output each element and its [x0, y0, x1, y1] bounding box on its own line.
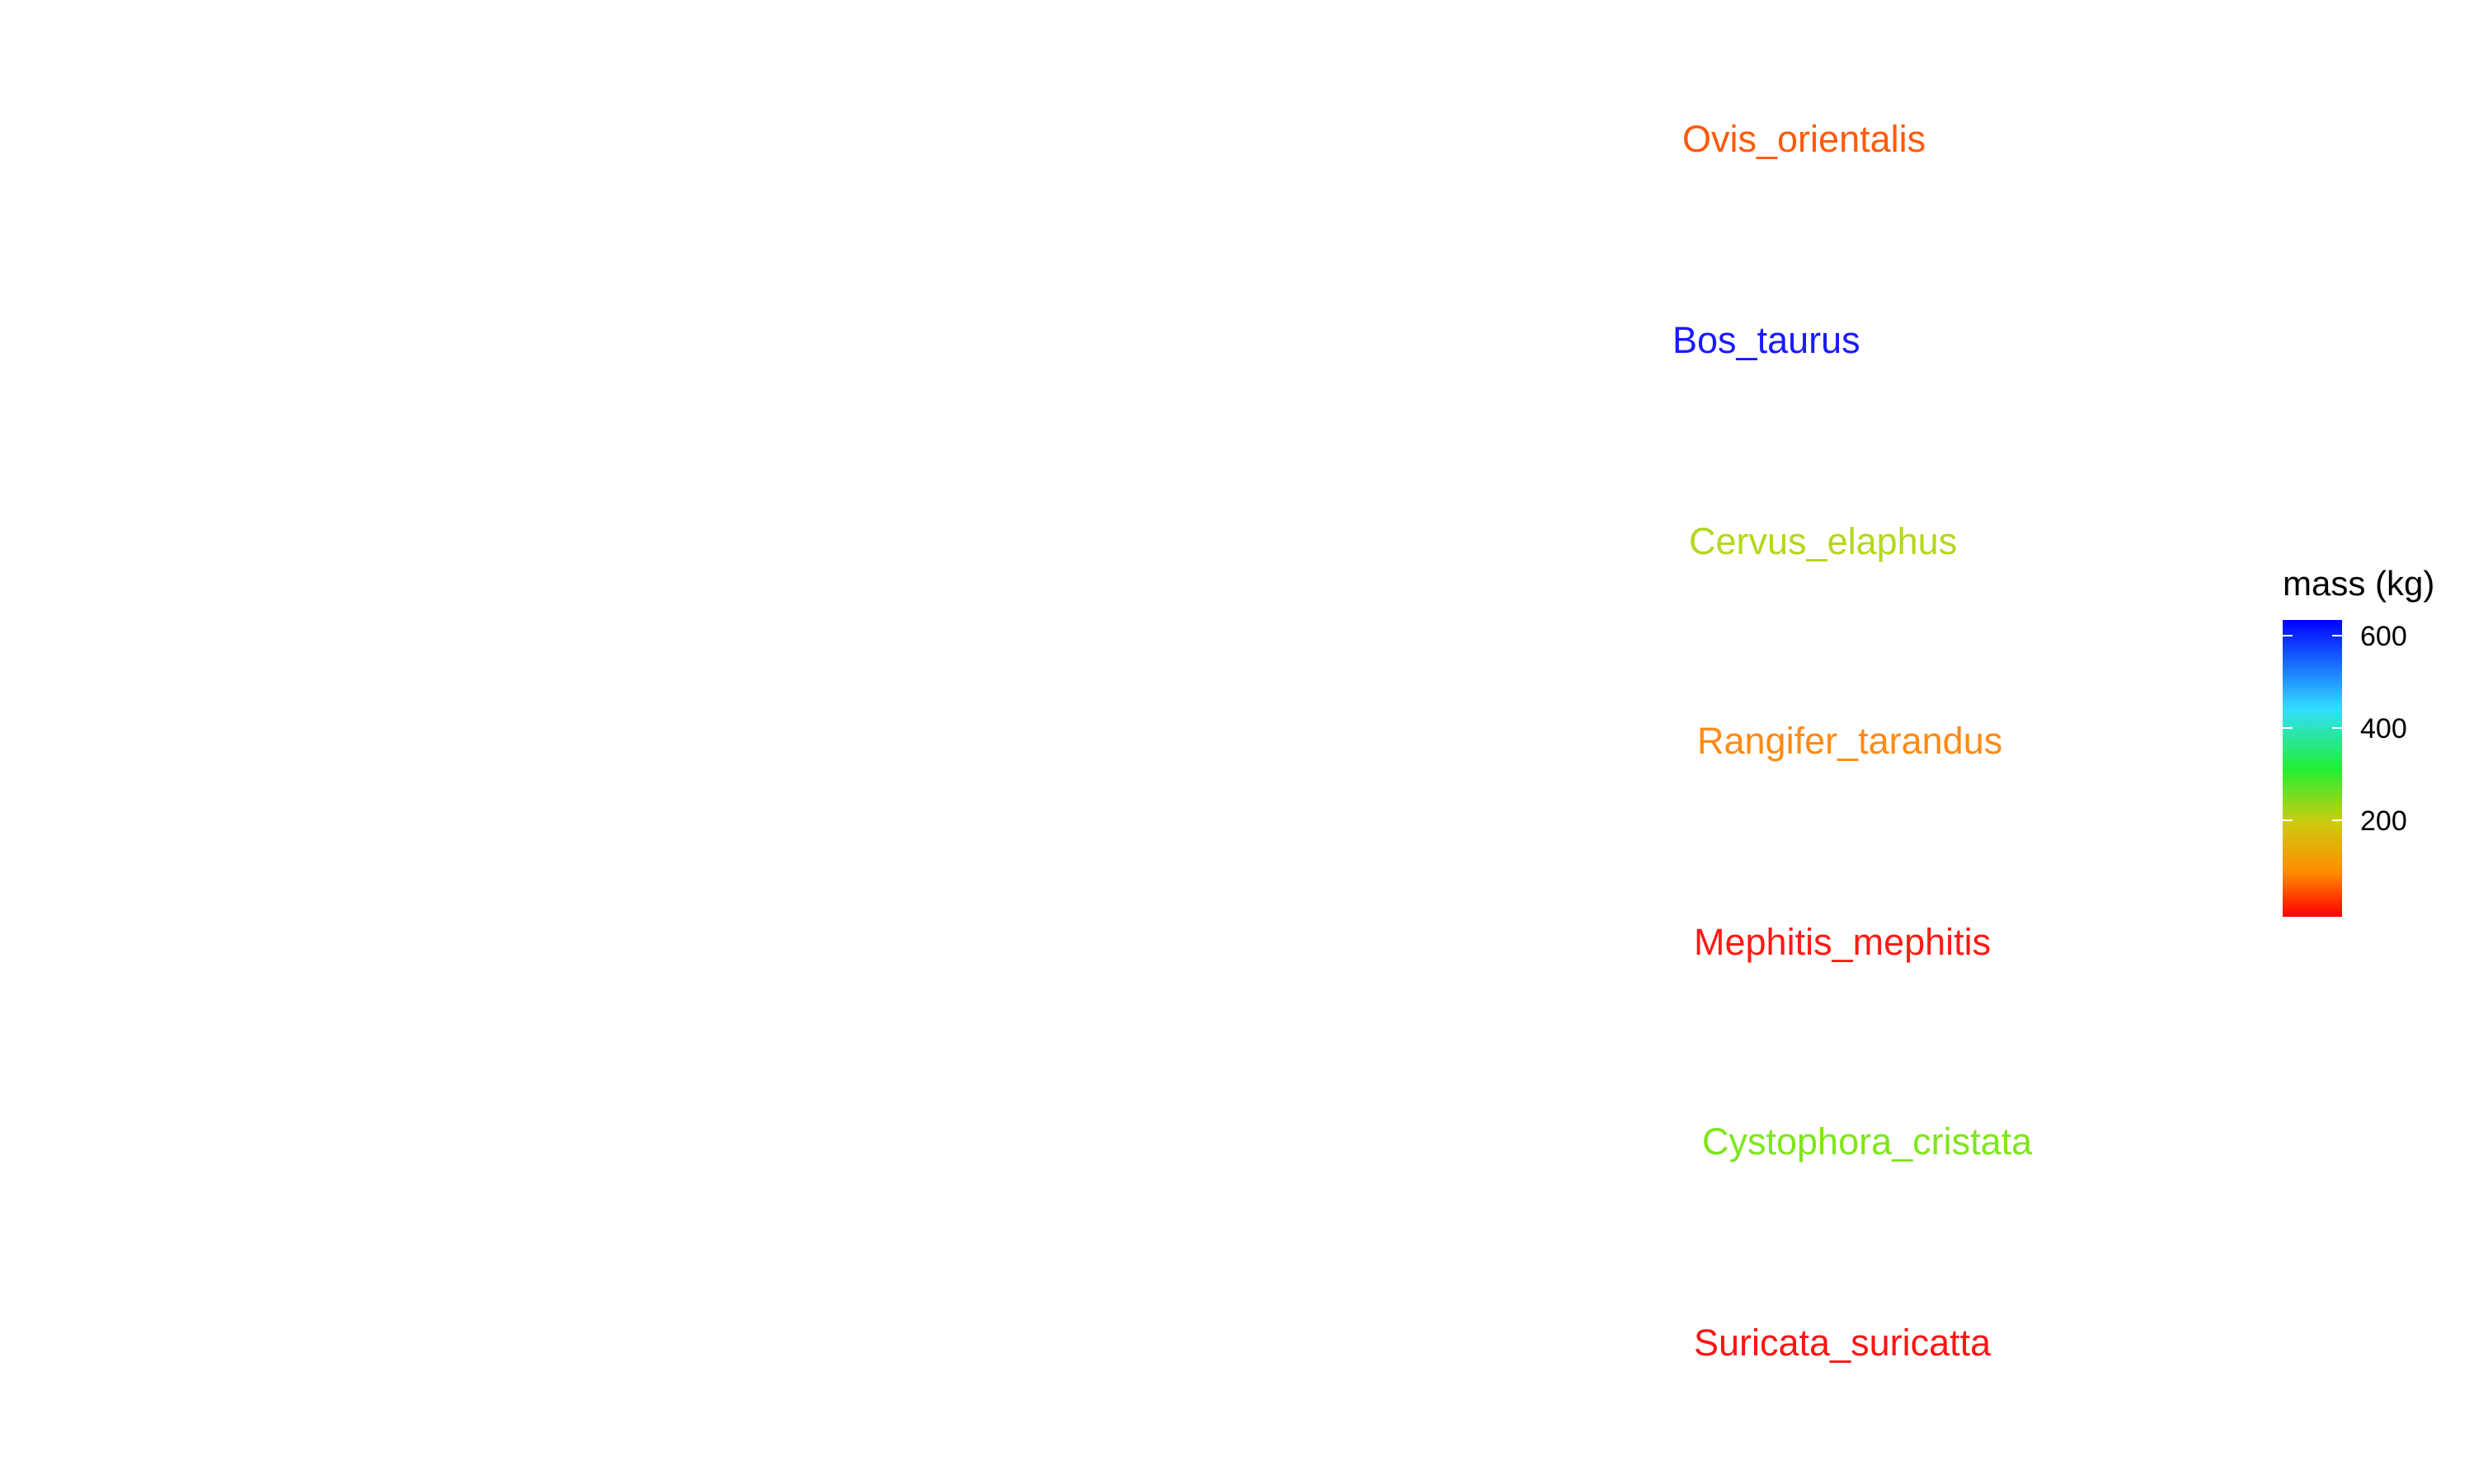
color-legend: mass (kg) 600 400 200 — [2283, 564, 2434, 917]
legend-tick-label-600: 600 — [2360, 621, 2407, 652]
legend-tick-label-400: 400 — [2360, 713, 2407, 744]
tip-label-rangifer-tarandus: Rangifer_tarandus — [1697, 720, 2002, 762]
tip-labels: Ovis_orientalis Bos_taurus Cervus_elaphu… — [1672, 118, 2033, 1364]
legend-ticks — [2283, 635, 2342, 821]
tip-label-ovis-orientalis: Ovis_orientalis — [1682, 118, 1926, 160]
tip-label-cystophora-cristata: Cystophora_cristata — [1702, 1120, 2033, 1162]
tip-label-mephitis-mephitis: Mephitis_mephitis — [1694, 921, 1991, 963]
legend-title: mass (kg) — [2283, 564, 2434, 603]
legend-color-bar — [2283, 620, 2342, 917]
tree-branches — [123, 129, 1639, 1351]
legend-tick-label-200: 200 — [2360, 805, 2407, 837]
tip-label-cervus-elaphus: Cervus_elaphus — [1689, 520, 1957, 562]
tip-label-bos-taurus: Bos_taurus — [1672, 319, 1860, 361]
tip-label-suricata-suricatta: Suricata_suricatta — [1694, 1322, 1992, 1364]
